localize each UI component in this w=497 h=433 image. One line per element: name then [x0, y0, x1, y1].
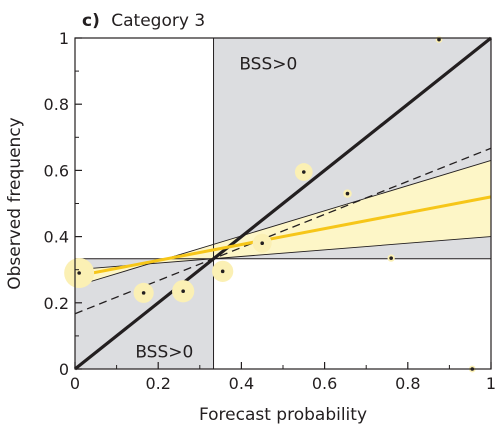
chart-lines	[74, 36, 492, 371]
data-point-4	[260, 241, 265, 246]
y-tick-label-0: 0	[59, 360, 69, 379]
bss-label-upper: BSS>0	[239, 54, 297, 74]
y-tick-label-4: 0.8	[44, 95, 69, 114]
x-tick-label-1: 0.2	[145, 374, 170, 393]
data-point-1	[141, 291, 146, 295]
regression-fit-line	[74, 195, 492, 278]
axis-labels: 0 0.2 0.4 0.6 0.8 1 0 0.2 0.4 0.6 0.8 1	[44, 29, 497, 393]
perfect-reliability-line	[74, 36, 492, 371]
y-axis-title: Observed frequency	[5, 117, 25, 289]
panel-letter: c)	[82, 11, 100, 31]
band-edge-b	[74, 160, 492, 287]
x-tick-label-3: 0.6	[312, 374, 337, 393]
y-tick-label-3: 0.6	[44, 161, 69, 180]
svg-text:c) Category 3: c) Category 3	[82, 11, 205, 31]
x-tick-label-5: 1	[486, 374, 496, 393]
data-point-7	[389, 256, 393, 260]
data-point-3	[220, 269, 225, 274]
bss-label-lower: BSS>0	[135, 342, 193, 362]
no-skill-line	[74, 147, 492, 315]
x-axis-title: Forecast probability	[199, 405, 367, 425]
x-tick-label-4: 0.8	[395, 374, 420, 393]
data-points	[64, 36, 476, 373]
y-tick-label-5: 1	[59, 29, 69, 48]
data-point-6	[345, 191, 350, 196]
y-tick-label-2: 0.4	[44, 228, 69, 247]
x-tick-label-0: 0	[70, 374, 80, 393]
data-point-2	[181, 289, 185, 294]
axis-ticks	[74, 37, 492, 370]
data-point-5	[302, 170, 306, 174]
chart-title: Category 3	[111, 11, 205, 31]
y-tick-label-1: 0.2	[44, 294, 69, 313]
data-point-0	[77, 271, 81, 275]
x-tick-label-2: 0.4	[229, 374, 254, 393]
data-point-8	[437, 37, 441, 42]
